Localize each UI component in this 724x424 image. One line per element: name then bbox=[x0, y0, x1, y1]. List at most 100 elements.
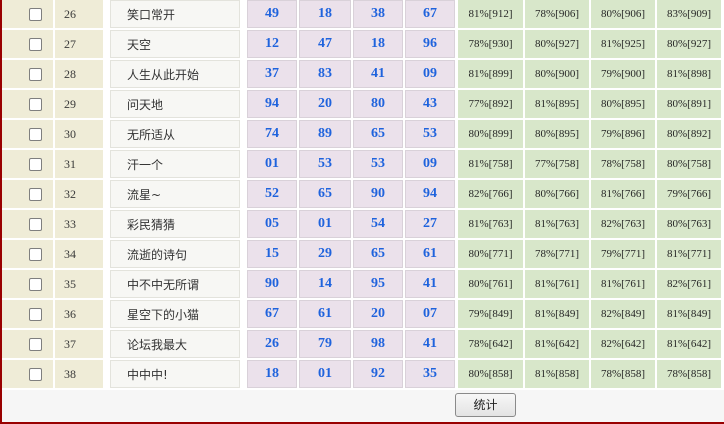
row-checkbox[interactable] bbox=[28, 187, 42, 201]
stat-percentage-2: 81%[895] bbox=[525, 90, 589, 118]
row-number: 32 bbox=[55, 180, 103, 208]
row-checkbox[interactable] bbox=[28, 37, 42, 51]
stat-percentage-4: 81%[771] bbox=[657, 240, 721, 268]
stat-percentage-1: 81%[912] bbox=[458, 0, 523, 28]
row-checkbox-cell bbox=[2, 330, 53, 358]
row-username: 汗一个 bbox=[110, 150, 240, 178]
row-number: 30 bbox=[55, 120, 103, 148]
stat-percentage-3: 82%[849] bbox=[591, 300, 655, 328]
row-username: 星空下的小猫 bbox=[110, 300, 240, 328]
pick-number-2: 29 bbox=[299, 240, 351, 268]
stat-percentage-4: 79%[766] bbox=[657, 180, 721, 208]
stat-percentage-4: 80%[891] bbox=[657, 90, 721, 118]
stat-percentage-1: 80%[899] bbox=[458, 120, 523, 148]
pick-number-1: 52 bbox=[247, 180, 297, 208]
stat-percentage-3: 78%[858] bbox=[591, 360, 655, 388]
stat-percentage-3: 80%[906] bbox=[591, 0, 655, 28]
pick-number-3: 90 bbox=[353, 180, 403, 208]
row-checkbox[interactable] bbox=[28, 247, 42, 261]
pick-number-2: 01 bbox=[299, 210, 351, 238]
pick-number-4: 07 bbox=[405, 300, 455, 328]
row-username: 论坛我最大 bbox=[110, 330, 240, 358]
stat-percentage-1: 77%[892] bbox=[458, 90, 523, 118]
pick-number-1: 26 bbox=[247, 330, 297, 358]
row-checkbox[interactable] bbox=[28, 307, 42, 321]
pick-number-1: 67 bbox=[247, 300, 297, 328]
pick-number-3: 20 bbox=[353, 300, 403, 328]
row-username: 天空 bbox=[110, 30, 240, 58]
pick-number-4: 94 bbox=[405, 180, 455, 208]
stat-percentage-4: 82%[761] bbox=[657, 270, 721, 298]
row-checkbox-cell bbox=[2, 150, 53, 178]
stat-percentage-2: 80%[895] bbox=[525, 120, 589, 148]
stat-percentage-1: 82%[766] bbox=[458, 180, 523, 208]
footer-bar: 统计 bbox=[2, 390, 724, 422]
stat-percentage-3: 79%[900] bbox=[591, 60, 655, 88]
statistics-button[interactable]: 统计 bbox=[455, 393, 516, 417]
stat-percentage-2: 80%[766] bbox=[525, 180, 589, 208]
row-checkbox[interactable] bbox=[28, 337, 42, 351]
stat-percentage-3: 78%[758] bbox=[591, 150, 655, 178]
row-checkbox-cell bbox=[2, 120, 53, 148]
row-username: 中不中无所谓 bbox=[110, 270, 240, 298]
pick-number-2: 01 bbox=[299, 360, 351, 388]
row-checkbox[interactable] bbox=[28, 7, 42, 21]
row-checkbox-cell bbox=[2, 0, 53, 28]
row-number: 29 bbox=[55, 90, 103, 118]
stat-percentage-3: 81%[925] bbox=[591, 30, 655, 58]
row-checkbox-cell bbox=[2, 270, 53, 298]
stat-percentage-1: 79%[849] bbox=[458, 300, 523, 328]
row-checkbox[interactable] bbox=[28, 67, 42, 81]
row-number: 28 bbox=[55, 60, 103, 88]
pick-number-1: 74 bbox=[247, 120, 297, 148]
row-checkbox-cell bbox=[2, 300, 53, 328]
row-username: 问天地 bbox=[110, 90, 240, 118]
stat-percentage-3: 79%[896] bbox=[591, 120, 655, 148]
stat-percentage-1: 80%[858] bbox=[458, 360, 523, 388]
pick-number-2: 83 bbox=[299, 60, 351, 88]
stat-percentage-3: 80%[895] bbox=[591, 90, 655, 118]
row-username: 中中中! bbox=[110, 360, 240, 388]
pick-number-1: 37 bbox=[247, 60, 297, 88]
row-checkbox-cell bbox=[2, 240, 53, 268]
row-checkbox[interactable] bbox=[28, 97, 42, 111]
row-checkbox-cell bbox=[2, 210, 53, 238]
row-number: 26 bbox=[55, 0, 103, 28]
stat-percentage-4: 80%[758] bbox=[657, 150, 721, 178]
row-number: 37 bbox=[55, 330, 103, 358]
stat-percentage-1: 80%[761] bbox=[458, 270, 523, 298]
row-username: 流逝的诗句 bbox=[110, 240, 240, 268]
pick-number-3: 95 bbox=[353, 270, 403, 298]
pick-number-1: 05 bbox=[247, 210, 297, 238]
row-checkbox[interactable] bbox=[28, 217, 42, 231]
pick-number-1: 18 bbox=[247, 360, 297, 388]
pick-number-4: 27 bbox=[405, 210, 455, 238]
pick-number-2: 89 bbox=[299, 120, 351, 148]
pick-number-1: 15 bbox=[247, 240, 297, 268]
stat-percentage-4: 81%[898] bbox=[657, 60, 721, 88]
pick-number-2: 65 bbox=[299, 180, 351, 208]
stat-percentage-2: 81%[763] bbox=[525, 210, 589, 238]
pick-number-3: 38 bbox=[353, 0, 403, 28]
stat-percentage-3: 82%[763] bbox=[591, 210, 655, 238]
stat-percentage-1: 81%[899] bbox=[458, 60, 523, 88]
stat-percentage-4: 78%[858] bbox=[657, 360, 721, 388]
row-number: 33 bbox=[55, 210, 103, 238]
pick-number-2: 79 bbox=[299, 330, 351, 358]
stat-percentage-2: 78%[771] bbox=[525, 240, 589, 268]
row-checkbox[interactable] bbox=[28, 127, 42, 141]
pick-number-4: 53 bbox=[405, 120, 455, 148]
stat-percentage-4: 81%[642] bbox=[657, 330, 721, 358]
stat-percentage-2: 81%[858] bbox=[525, 360, 589, 388]
row-checkbox[interactable] bbox=[28, 367, 42, 381]
pick-number-4: 61 bbox=[405, 240, 455, 268]
stat-percentage-1: 80%[771] bbox=[458, 240, 523, 268]
pick-number-4: 35 bbox=[405, 360, 455, 388]
row-number: 36 bbox=[55, 300, 103, 328]
pick-number-3: 18 bbox=[353, 30, 403, 58]
row-checkbox[interactable] bbox=[28, 157, 42, 171]
stat-percentage-1: 81%[758] bbox=[458, 150, 523, 178]
row-checkbox[interactable] bbox=[28, 277, 42, 291]
stat-percentage-3: 81%[761] bbox=[591, 270, 655, 298]
